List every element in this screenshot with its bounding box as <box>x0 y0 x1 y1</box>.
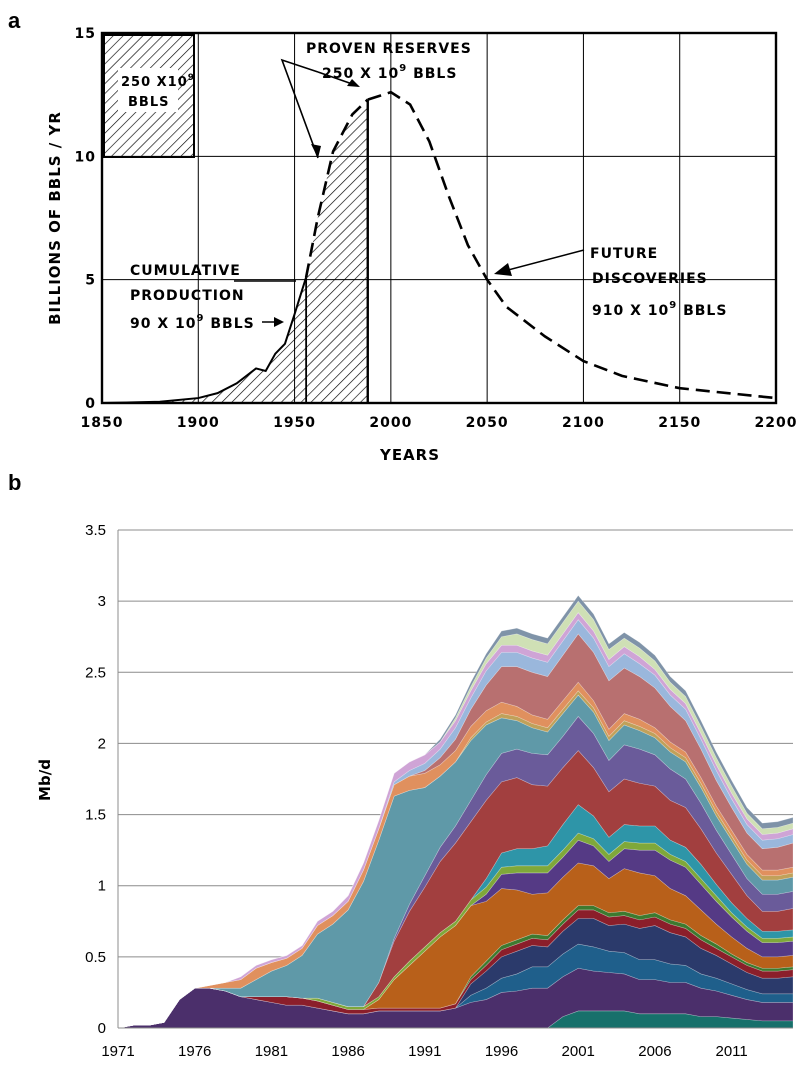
proven-leader <box>280 58 319 159</box>
b-series-15 <box>117 633 794 1029</box>
b-series-12 <box>117 694 794 1029</box>
future-arrowhead <box>494 263 512 276</box>
b-x-tick: 1971 <box>101 1043 134 1060</box>
b-y-tick: 3 <box>98 593 106 610</box>
annotation-cumulative-value: 90 X 109 BBLS <box>130 313 255 332</box>
b-series-17 <box>117 612 794 1029</box>
b-y-tick: 2 <box>98 735 106 752</box>
hubbert-x-tick: 1900 <box>177 415 220 431</box>
inset-label-unit: BBLS <box>128 95 169 110</box>
b-x-tick: 1991 <box>408 1043 441 1060</box>
future-leader <box>507 249 585 271</box>
b-series-19 <box>117 594 794 1029</box>
b-y-tick: 0.5 <box>85 949 106 966</box>
b-x-tick: 1986 <box>331 1043 364 1060</box>
b-y-ticks: 0 0.5 1 1.5 2 2.5 3 3.5 <box>85 522 106 1037</box>
hubbert-x-tick: 2000 <box>369 415 412 431</box>
hubbert-x-label: YEARS <box>379 446 440 464</box>
hubbert-x-tick: 2100 <box>562 415 605 431</box>
hatched-region <box>102 99 368 403</box>
hubbert-series-0 <box>101 276 308 404</box>
hubbert-curves <box>101 90 777 404</box>
cumulative-arrowhead <box>274 317 284 327</box>
hubbert-y-ticks: 0 5 10 15 <box>75 26 96 412</box>
b-y-tick: 1 <box>98 878 106 895</box>
b-x-tick: 2006 <box>638 1043 671 1060</box>
proven-arrowhead-2 <box>347 79 360 87</box>
b-x-tick: 1976 <box>178 1043 211 1060</box>
annotation-future-value: 910 X 109 BBLS <box>592 300 727 319</box>
annotation-proven-value: 250 X 109 BBLS <box>322 63 457 82</box>
b-x-tick: 2001 <box>562 1043 595 1060</box>
annotation-future-sub: DISCOVERIES <box>592 271 708 287</box>
inset-label-bg <box>118 68 178 112</box>
b-series-13 <box>117 690 794 1029</box>
panel-b-letter: b <box>8 470 22 495</box>
annotation-future-title: FUTURE <box>590 246 658 262</box>
annotation-cumulative-title: CUMULATIVE <box>130 263 241 279</box>
hubbert-x-tick: 2200 <box>755 415 798 431</box>
hubbert-y-tick: 0 <box>85 396 96 412</box>
b-y-tick: 1.5 <box>85 807 106 824</box>
panel-a-letter: a <box>8 8 21 33</box>
stacked-area-chart: 0 0.5 1 1.5 2 2.5 3 3.5 1971 1976 1981 1986 1991 199… <box>36 522 794 1060</box>
b-series-18 <box>117 600 794 1029</box>
hubbert-grid <box>102 33 776 403</box>
hubbert-x-tick: 1950 <box>273 415 316 431</box>
b-y-label: Mb/d <box>36 759 54 801</box>
hubbert-y-tick: 15 <box>75 26 96 42</box>
b-x-tick: 1996 <box>485 1043 518 1060</box>
b-areas <box>117 594 794 1029</box>
annotation-cumulative-sub: PRODUCTION <box>130 288 245 304</box>
hubbert-y-label: BILLIONS OF BBLS / YR <box>46 111 64 325</box>
hubbert-x-ticks: 1850 1900 1950 2000 2050 2100 2150 2200 <box>81 415 798 431</box>
b-y-tick: 0 <box>98 1020 106 1037</box>
proven-arrowhead <box>311 144 321 158</box>
hubbert-x-tick: 2150 <box>658 415 701 431</box>
hubbert-series-2 <box>367 90 777 400</box>
hatched-production-area <box>102 99 369 403</box>
hubbert-y-tick: 5 <box>85 273 96 289</box>
hubbert-x-tick: 2050 <box>466 415 509 431</box>
b-y-tick: 2.5 <box>85 664 106 681</box>
b-series-14 <box>117 681 794 1029</box>
hubbert-series-1 <box>304 98 369 278</box>
hubbert-y-tick: 10 <box>75 149 96 165</box>
b-x-ticks: 1971 1976 1981 1986 1991 1996 2001 2006 2011 <box>101 1043 747 1060</box>
b-series-16 <box>117 619 794 1029</box>
hubbert-x-tick: 1850 <box>81 415 124 431</box>
inset-label: 250 X109 <box>121 73 195 90</box>
annotation-proven-title: PROVEN RESERVES <box>306 41 472 57</box>
b-y-tick: 3.5 <box>85 522 106 539</box>
b-x-tick: 1981 <box>255 1043 288 1060</box>
b-x-tick: 2011 <box>716 1043 748 1060</box>
hubbert-frame <box>100 31 778 405</box>
hubbert-chart: 1850 1900 1950 2000 2050 2100 2150 2200 051015 … <box>46 26 798 464</box>
